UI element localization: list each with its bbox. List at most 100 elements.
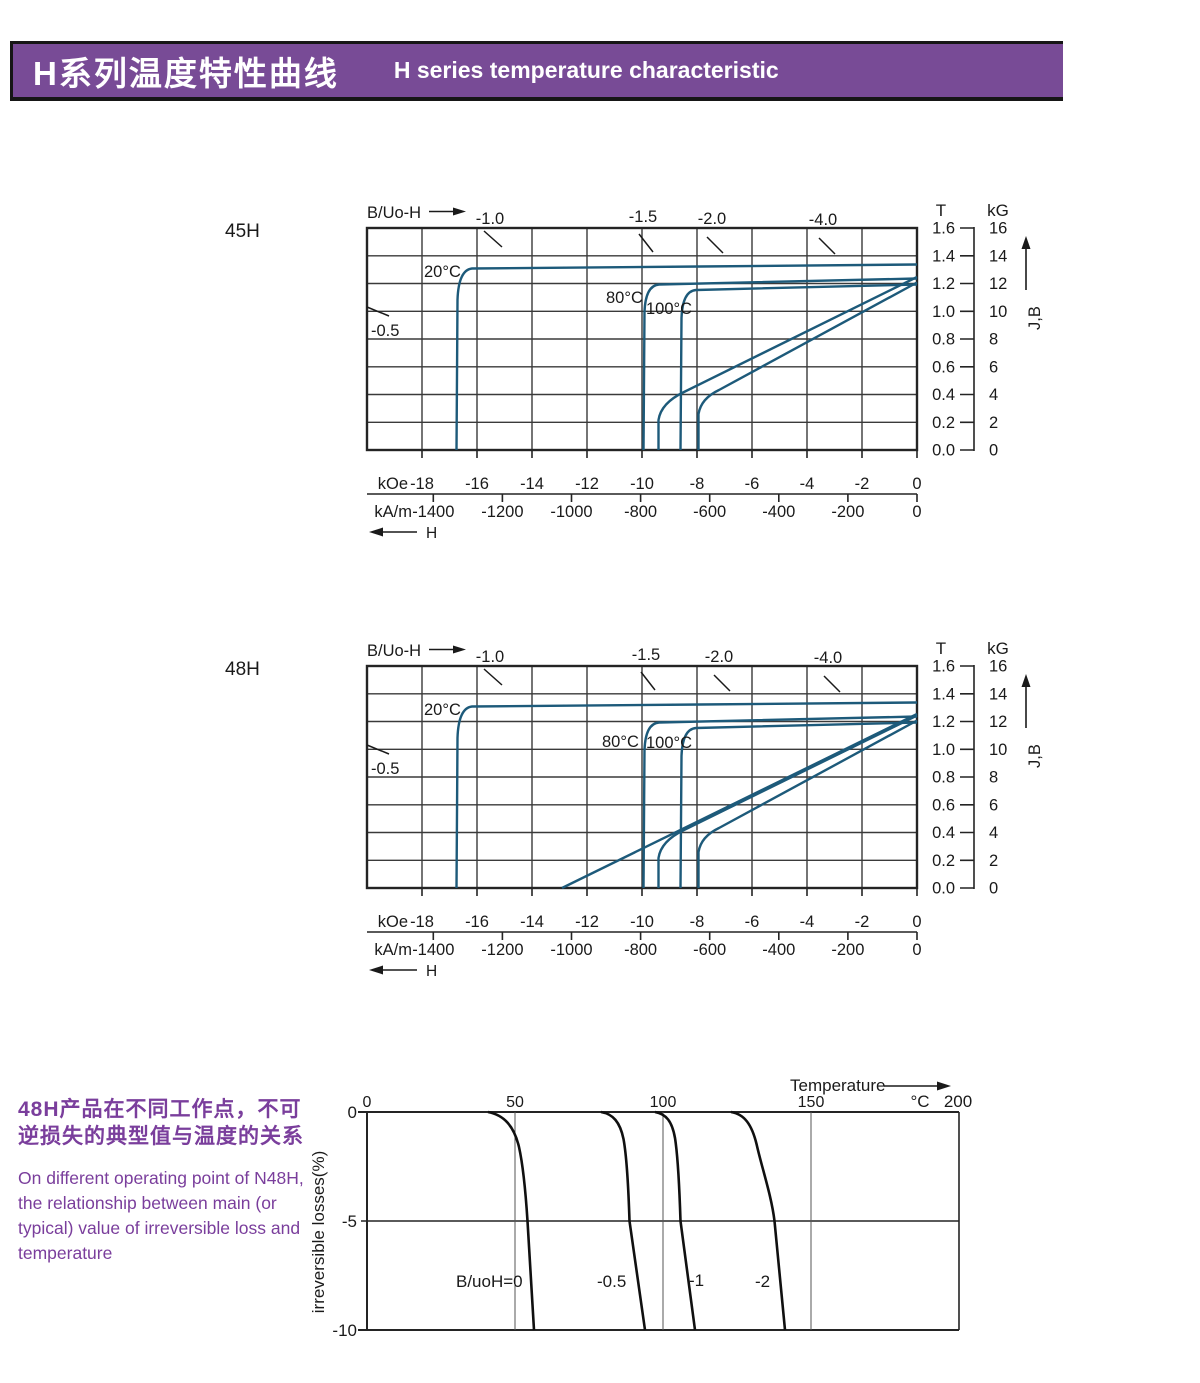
t-tick-label: 0.0 [932, 442, 955, 460]
koe-tick-label: -2 [855, 475, 870, 493]
curve-20c-j [455, 263, 918, 451]
koe-tick-label: -8 [690, 913, 705, 931]
h-axis-label: H [426, 525, 437, 542]
koe-unit: kOe [378, 475, 408, 493]
curve-100c-b [697, 719, 918, 888]
kam-tick-label: -1400 [412, 941, 454, 959]
kg-tick-label: 8 [989, 331, 998, 349]
kam-tick-label: -600 [693, 941, 726, 959]
side-note-en: On different operating point of N48H, th… [18, 1166, 310, 1266]
side-note-zh-line1: 48H产品在不同工作点，不可 [18, 1098, 302, 1121]
page-title-en: H series temperature characteristic [393, 57, 779, 83]
t-tick-col: 1.6 1.4 1.2 1.0 0.8 0.6 0.4 0.2 0.0 [932, 220, 955, 460]
koe-tick-label: -6 [745, 913, 760, 931]
kg-tick-col: 16 14 12 10 8 6 4 2 0 [989, 658, 1007, 898]
curve-100c-b [697, 281, 918, 450]
t-tick-label: 1.6 [932, 220, 955, 238]
kam-tick-label: -400 [762, 941, 795, 959]
grid-lines [367, 228, 917, 450]
load-line-label: -0.5 [371, 322, 399, 340]
koe-tick-label: -16 [465, 913, 489, 931]
kg-tick-label: 12 [989, 275, 1007, 293]
b-uo-h-label: B/Uo-H [367, 204, 421, 222]
right-arrow-icon [453, 645, 466, 654]
koe-axis-ticks [421, 888, 918, 896]
kam-tick-label: -200 [831, 503, 864, 521]
kg-tick-label: 6 [989, 796, 998, 814]
kam-tick-label: -400 [762, 503, 795, 521]
kam-tick-label: -200 [831, 941, 864, 959]
load-line-label: -0.5 [371, 760, 399, 778]
temp-label-80c: 80°C [602, 733, 639, 751]
kg-tick-label: 2 [989, 414, 998, 432]
koe-tick-label: -18 [410, 475, 434, 493]
temp-label-80c: 80°C [606, 289, 643, 307]
kg-tick-label: 0 [989, 880, 998, 898]
side-note-zh-line2: 逆损失的典型值与温度的关系 [18, 1125, 304, 1148]
temp-label-100c: 100°C [646, 734, 692, 752]
kg-tick-label: 14 [989, 247, 1007, 265]
loss-plot-frame-right [361, 1112, 960, 1330]
loss-y-axis-title: irreversible losses(%) [309, 1151, 328, 1313]
up-arrow-icon [1021, 674, 1031, 687]
kg-tick-label: 4 [989, 824, 998, 842]
kg-tick-label: 0 [989, 442, 998, 460]
kam-tick-label: 0 [912, 503, 921, 521]
right-axis-bracket [960, 665, 975, 889]
kam-tick-row: -1400 -1200 -1000 -800 -600 -400 -200 0 [412, 503, 921, 521]
load-line-label: -1.5 [629, 208, 657, 226]
load-line-label: -2.0 [698, 210, 726, 228]
koe-tick-label: -12 [575, 913, 599, 931]
temp-label-20c: 20°C [424, 263, 461, 281]
loss-x-tick-row: 0 50 100 150 [363, 1094, 825, 1111]
loss-curve-label-neg05: -0.5 [597, 1272, 626, 1291]
curve-100c-j [679, 721, 918, 889]
kam-tick-row: -1400 -1200 -1000 -800 -600 -400 -200 0 [412, 941, 921, 959]
side-note-en-line: temperature [18, 1243, 113, 1263]
temperature-tick-label: 50 [506, 1094, 524, 1111]
kam-tick-label: 0 [912, 941, 921, 959]
kg-unit: kG [987, 201, 1009, 220]
koe-tick-label: -6 [745, 475, 760, 493]
t-tick-label: 0.4 [932, 824, 955, 842]
kam-tick-label: -1000 [550, 941, 592, 959]
load-line-label: -1.0 [476, 648, 504, 666]
load-line-label: -4.0 [809, 211, 837, 229]
kg-tick-label: 12 [989, 713, 1007, 731]
load-line-marks [366, 230, 836, 317]
temp-label-20c: 20°C [424, 701, 461, 719]
kg-tick-label: 16 [989, 220, 1007, 238]
koe-tick-label: -4 [800, 475, 815, 493]
t-tick-label: 0.0 [932, 880, 955, 898]
curve-100c-j [679, 283, 918, 451]
t-tick-label: 1.0 [932, 303, 955, 321]
koe-tick-row: -18 -16 -14 -12 -10 -8 -6 -4 -2 0 [410, 475, 922, 493]
chart-48h: 48H B/Uo-H -1.0 -1.5 -2.0 -4.0 -0.5 20°C… [225, 639, 1044, 980]
kam-tick-label: -800 [624, 941, 657, 959]
kam-tick-label: -1200 [481, 941, 523, 959]
t-tick-label: 1.4 [932, 247, 955, 265]
kam-tick-label: -1200 [481, 503, 523, 521]
loss-gridlines [514, 1112, 812, 1330]
koe-tick-label: -10 [630, 475, 654, 493]
temperature-tick-label: 0 [363, 1094, 372, 1111]
temperature-max-label: 200 [944, 1092, 972, 1111]
loss-curve-neg1 [654, 1110, 697, 1331]
kg-tick-label: 4 [989, 386, 998, 404]
kam-axis [367, 493, 918, 502]
t-tick-label: 1.0 [932, 741, 955, 759]
loss-curve-neg2 [730, 1110, 787, 1331]
t-tick-label: 0.6 [932, 796, 955, 814]
load-line-label: -1.5 [632, 646, 660, 664]
koe-tick-label: -14 [520, 913, 544, 931]
loss-curve-0 [487, 1110, 536, 1331]
page-header: H系列温度特性曲线 H series temperature character… [10, 41, 1063, 101]
chart-irreversible-loss: Temperature 0 50 100 150 °C 200 0 -5 -10 ir… [309, 1076, 972, 1340]
t-tick-label: 1.6 [932, 658, 955, 676]
chart-45h: 45H B/Uo-H -1.0 -1.5 -2.0 -4.0 -0.5 20°C [225, 201, 1044, 542]
kg-tick-label: 16 [989, 658, 1007, 676]
curve-20c-j [455, 701, 918, 889]
loss-y-tick-label: -10 [332, 1321, 357, 1340]
load-line-label: -1.0 [476, 210, 504, 228]
